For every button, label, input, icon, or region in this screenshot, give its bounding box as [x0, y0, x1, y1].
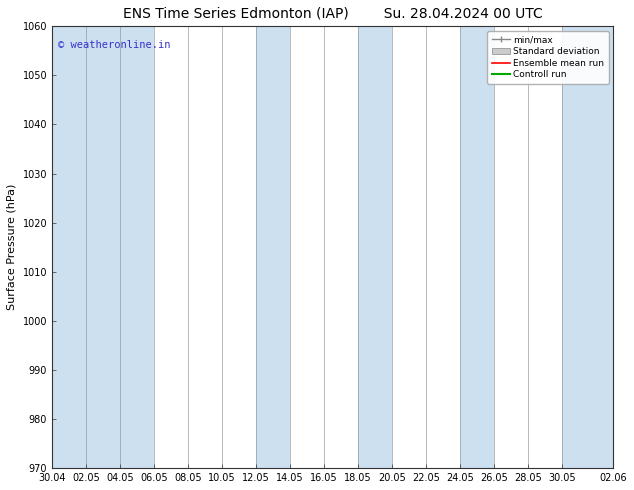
Legend: min/max, Standard deviation, Ensemble mean run, Controll run: min/max, Standard deviation, Ensemble me… — [487, 31, 609, 84]
Bar — [562, 26, 613, 468]
Title: ENS Time Series Edmonton (IAP)        Su. 28.04.2024 00 UTC: ENS Time Series Edmonton (IAP) Su. 28.04… — [123, 7, 543, 21]
Y-axis label: Surface Pressure (hPa): Surface Pressure (hPa) — [7, 184, 17, 311]
Bar — [52, 26, 154, 468]
Bar — [256, 26, 290, 468]
Text: © weatheronline.in: © weatheronline.in — [58, 40, 170, 49]
Bar — [460, 26, 494, 468]
Bar — [358, 26, 392, 468]
